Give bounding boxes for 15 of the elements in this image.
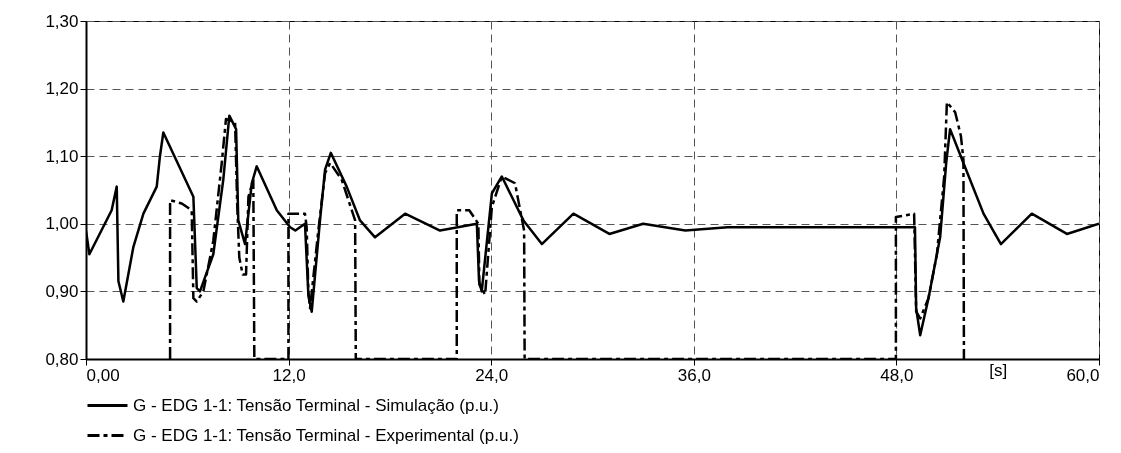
x-axis-title: [s] xyxy=(989,360,1008,380)
y-tick-label: 1,00 xyxy=(45,214,79,234)
y-tick-label: 1,10 xyxy=(45,146,79,166)
x-tick-label: 12,0 xyxy=(272,365,306,385)
x-tick-label: 24,0 xyxy=(475,365,509,385)
y-tick-label: 0,90 xyxy=(45,281,79,301)
x-tick-label: 60,0 xyxy=(1066,365,1100,385)
legend-label: G - EDG 1-1: Tensão Terminal - Simulação (p.u.) xyxy=(133,395,499,415)
legend-label: G - EDG 1-1: Tensão Terminal - Experimental (p.u.) xyxy=(133,425,519,445)
x-tick-label: 48,0 xyxy=(880,365,914,385)
y-tick-label: 1,20 xyxy=(45,79,79,99)
x-tick-label: 36,0 xyxy=(677,365,711,385)
y-tick-label: 1,30 xyxy=(45,11,79,31)
x-tick-label: 0,00 xyxy=(86,365,120,385)
y-tick-label: 0,80 xyxy=(45,349,79,369)
